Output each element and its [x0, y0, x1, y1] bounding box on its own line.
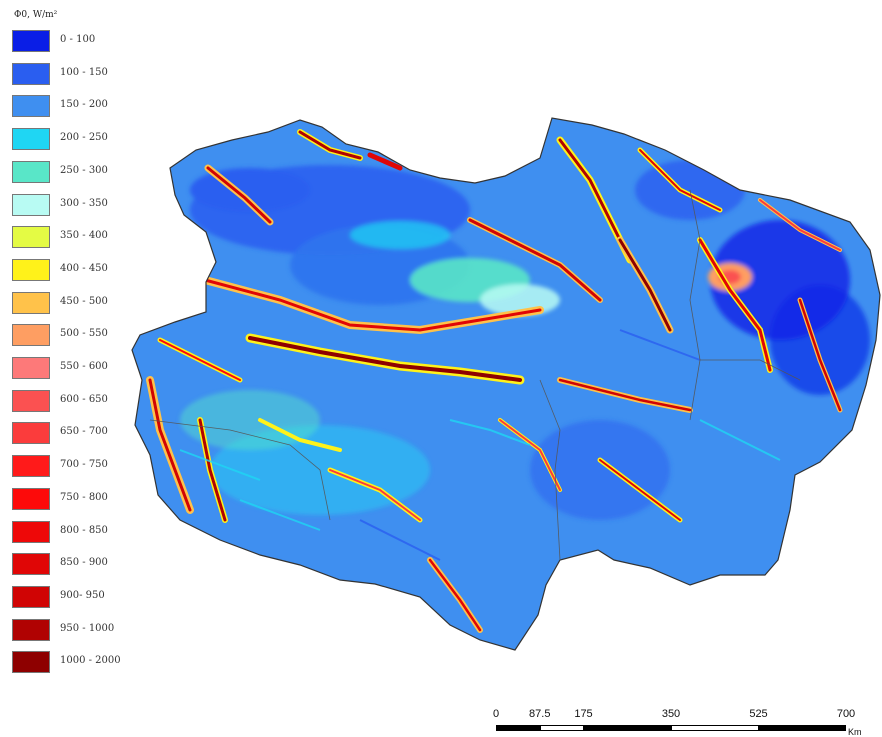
legend-item: 550 - 600 [12, 357, 152, 390]
legend-item: 800 - 850 [12, 520, 152, 554]
legend-item: 650 - 700 [12, 422, 152, 455]
legend-swatch [12, 389, 50, 412]
legend-item: 750 - 800 [12, 487, 152, 521]
internal-boundaries [149, 189, 801, 561]
legend-label: 650 - 700 [60, 426, 108, 438]
legend-item: 500 - 550 [12, 324, 152, 357]
legend-swatch [12, 30, 50, 52]
legend-item: 200 - 250 [12, 128, 152, 161]
legend-swatch [12, 226, 50, 249]
scale-segment [758, 725, 846, 731]
legend-label: 750 - 800 [60, 491, 108, 503]
legend-swatch [12, 62, 50, 85]
legend-label: 700 - 750 [60, 459, 108, 471]
legend-swatch [12, 160, 50, 183]
scale-tick-label: 525 [749, 708, 768, 720]
scale-segment [671, 725, 759, 731]
legend-label: 1000 - 2000 [60, 655, 121, 667]
legend-title: Φ0, W/m² [14, 10, 58, 20]
scale-segment [583, 725, 671, 731]
scale-segment [496, 725, 540, 731]
legend-label: 150 - 200 [60, 99, 108, 111]
scale-segment [539, 725, 584, 731]
legend-item: 900- 950 [12, 585, 152, 619]
legend-item: 300 - 350 [12, 193, 152, 227]
legend-swatch [12, 585, 50, 608]
legend-item: 850 - 900 [12, 553, 152, 586]
legend-item: 1000 - 2000 [12, 651, 152, 684]
legend-item: 450 - 500 [12, 291, 152, 325]
scale-unit: Km [848, 727, 862, 737]
legend-label: 550 - 600 [60, 361, 108, 372]
legend-item: 600 - 650 [12, 389, 152, 423]
legend-swatch [12, 618, 50, 641]
legend-swatch [12, 258, 50, 281]
legend-item: 950 - 1000 [12, 618, 152, 652]
legend-label: 200 - 250 [60, 132, 108, 144]
legend-item: 250 - 300 [12, 160, 152, 194]
legend-label: 100 - 150 [60, 66, 108, 78]
legend-item: 400 - 450 [12, 258, 152, 292]
scale-bar: 0 87.5 175 350 525 700 Km [492, 708, 862, 737]
legend-item: 700 - 750 [12, 455, 152, 488]
scale-tick-label: 350 [661, 708, 681, 720]
legend-label: 500 - 550 [60, 328, 108, 340]
legend-item: 100 - 150 [12, 62, 152, 96]
legend-swatch [12, 455, 50, 478]
legend-swatch [12, 193, 50, 216]
legend-swatch [12, 128, 50, 151]
legend-item: 350 - 400 [12, 226, 152, 259]
legend-swatch [12, 95, 50, 118]
legend-label: 900- 950 [60, 589, 105, 601]
legend-label: 800 - 850 [60, 524, 108, 536]
legend-label: 350 - 400 [60, 230, 108, 242]
legend-swatch [12, 324, 50, 347]
scale-tick-label: 700 [836, 708, 856, 720]
legend-label: 450 - 500 [60, 295, 108, 307]
legend-label: 400 - 450 [60, 262, 108, 274]
scale-tick-label: 175 [574, 708, 593, 720]
scale-tick-label: 87.5 [529, 708, 551, 720]
legend-label: 300 - 350 [60, 197, 108, 209]
flux-raster [132, 118, 880, 650]
scale-tick-label: 0 [492, 708, 500, 720]
legend-label: 850 - 900 [60, 557, 108, 569]
legend-swatch [12, 651, 50, 674]
legend-label: 600 - 650 [60, 393, 108, 405]
legend-swatch [12, 487, 50, 510]
legend-label: 0 - 100 [60, 34, 96, 45]
legend-item: 150 - 200 [12, 95, 152, 128]
legend-label: 250 - 300 [60, 164, 108, 176]
legend-swatch [12, 520, 50, 543]
legend-swatch [12, 422, 50, 445]
legend-swatch [12, 553, 50, 576]
legend-swatch [12, 291, 50, 314]
legend: Φ0, W/m² 0 - 100 100 - 150 150 - 200 200 - … [8, 4, 148, 674]
legend-label: 950 - 1000 [60, 622, 115, 634]
legend-swatch [12, 357, 50, 379]
legend-item: 0 - 100 [12, 30, 152, 63]
